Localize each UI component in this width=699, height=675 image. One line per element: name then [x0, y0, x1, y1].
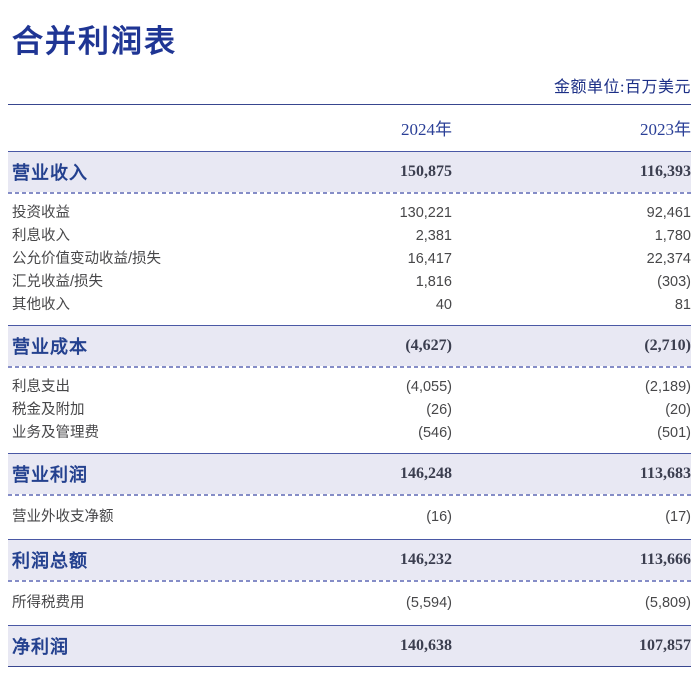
- section-header-value-2023: 113,666: [639, 551, 691, 568]
- row-value-2024: 2,381: [415, 228, 452, 244]
- detail-rows: 营业外收支净额 (16) (17): [8, 496, 691, 539]
- dashed-divider: [8, 494, 691, 496]
- table-row: 投资收益 130,221 92,461: [8, 202, 691, 225]
- section-header-value-2024: 140,638: [400, 637, 452, 654]
- row-value-2023: (5,809): [645, 595, 691, 611]
- row-label: 所得税费用: [12, 595, 85, 611]
- year-column-header-2023: 2023年: [640, 120, 691, 139]
- section-header-row: 营业成本 (4,627) (2,710): [8, 325, 691, 366]
- detail-rows: 利息支出 (4,055) (2,189) 税金及附加 (26) (20) 业务及…: [8, 368, 691, 453]
- row-label: 投资收益: [12, 205, 70, 221]
- table-row: 其他收入 40 81: [8, 294, 691, 317]
- row-value-2024: (4,055): [406, 379, 452, 395]
- row-label: 其他收入: [12, 297, 70, 313]
- row-label: 公允价值变动收益/损失: [12, 251, 162, 267]
- table-row: 汇兑收益/损失 1,816 (303): [8, 271, 691, 294]
- table-row: 所得税费用 (5,594) (5,809): [8, 592, 691, 615]
- table-row: 业务及管理费 (546) (501): [8, 422, 691, 445]
- page-title: 合并利润表: [12, 24, 177, 59]
- unit-note: 金额单位:百万美元: [554, 79, 691, 96]
- row-value-2023: (2,189): [645, 379, 691, 395]
- table-row: 利息支出 (4,055) (2,189): [8, 376, 691, 399]
- section-header-row: 营业利润 146,248 113,683: [8, 453, 691, 494]
- section-operating-costs: 营业成本 (4,627) (2,710) 利息支出 (4,055) (2,189…: [8, 325, 691, 453]
- section-header-value-2024: (4,627): [405, 337, 452, 354]
- table-row: 公允价值变动收益/损失 16,417 22,374: [8, 248, 691, 271]
- table-row: 税金及附加 (26) (20): [8, 399, 691, 422]
- row-value-2024: (16): [426, 509, 452, 525]
- section-header-row: 净利润 140,638 107,857: [8, 625, 691, 667]
- row-value-2024: (26): [426, 402, 452, 418]
- section-header-label: 营业利润: [12, 465, 88, 485]
- row-value-2024: (546): [418, 425, 452, 441]
- dashed-divider: [8, 366, 691, 368]
- dashed-divider: [8, 580, 691, 582]
- year-header-row: 2024年 2023年: [8, 105, 691, 151]
- table-row: 营业外收支净额 (16) (17): [8, 506, 691, 529]
- section-header-value-2023: 107,857: [639, 637, 691, 654]
- section-header-value-2024: 150,875: [400, 163, 452, 180]
- row-value-2023: 92,461: [646, 205, 691, 221]
- row-value-2024: 130,221: [399, 205, 452, 221]
- row-value-2023: 81: [674, 297, 691, 313]
- row-value-2023: (17): [665, 509, 691, 525]
- section-header-row: 利润总额 146,232 113,666: [8, 539, 691, 580]
- row-value-2024: 40: [435, 297, 452, 313]
- section-header-value-2023: 116,393: [639, 163, 691, 180]
- section-operating-income: 营业收入 150,875 116,393 投资收益 130,221 92,461…: [8, 151, 691, 325]
- row-label: 利息支出: [12, 379, 70, 395]
- section-header-value-2023: (2,710): [644, 337, 691, 354]
- detail-rows: 所得税费用 (5,594) (5,809): [8, 582, 691, 625]
- section-operating-profit: 营业利润 146,248 113,683 营业外收支净额 (16) (17): [8, 453, 691, 539]
- row-value-2024: (5,594): [406, 595, 452, 611]
- table-row: 利息收入 2,381 1,780: [8, 225, 691, 248]
- section-header-row: 营业收入 150,875 116,393: [8, 151, 691, 192]
- year-column-header-2024: 2024年: [401, 120, 452, 139]
- income-statement-table: 2024年 2023年 营业收入 150,875 116,393 投资收益 13…: [8, 104, 691, 667]
- row-label: 税金及附加: [12, 402, 85, 418]
- section-header-label: 营业收入: [12, 163, 88, 183]
- section-net-profit: 净利润 140,638 107,857: [8, 625, 691, 667]
- section-header-label: 净利润: [12, 637, 69, 657]
- row-value-2023: (20): [665, 402, 691, 418]
- row-value-2023: 22,374: [646, 251, 691, 267]
- section-header-value-2024: 146,232: [400, 551, 452, 568]
- section-header-value-2024: 146,248: [400, 465, 452, 482]
- detail-rows: 投资收益 130,221 92,461 利息收入 2,381 1,780 公允价…: [8, 194, 691, 325]
- row-label: 利息收入: [12, 228, 70, 244]
- row-value-2023: 1,780: [654, 228, 691, 244]
- section-header-value-2023: 113,683: [639, 465, 691, 482]
- section-total-profit: 利润总额 146,232 113,666 所得税费用 (5,594) (5,80…: [8, 539, 691, 625]
- row-value-2023: (303): [657, 274, 691, 290]
- row-value-2023: (501): [657, 425, 691, 441]
- row-label: 汇兑收益/损失: [12, 274, 104, 290]
- row-label: 营业外收支净额: [12, 509, 114, 525]
- row-label: 业务及管理费: [12, 425, 99, 441]
- dashed-divider: [8, 192, 691, 194]
- row-value-2024: 1,816: [415, 274, 452, 290]
- section-header-label: 利润总额: [12, 551, 88, 571]
- row-value-2024: 16,417: [407, 251, 452, 267]
- section-header-label: 营业成本: [12, 337, 88, 357]
